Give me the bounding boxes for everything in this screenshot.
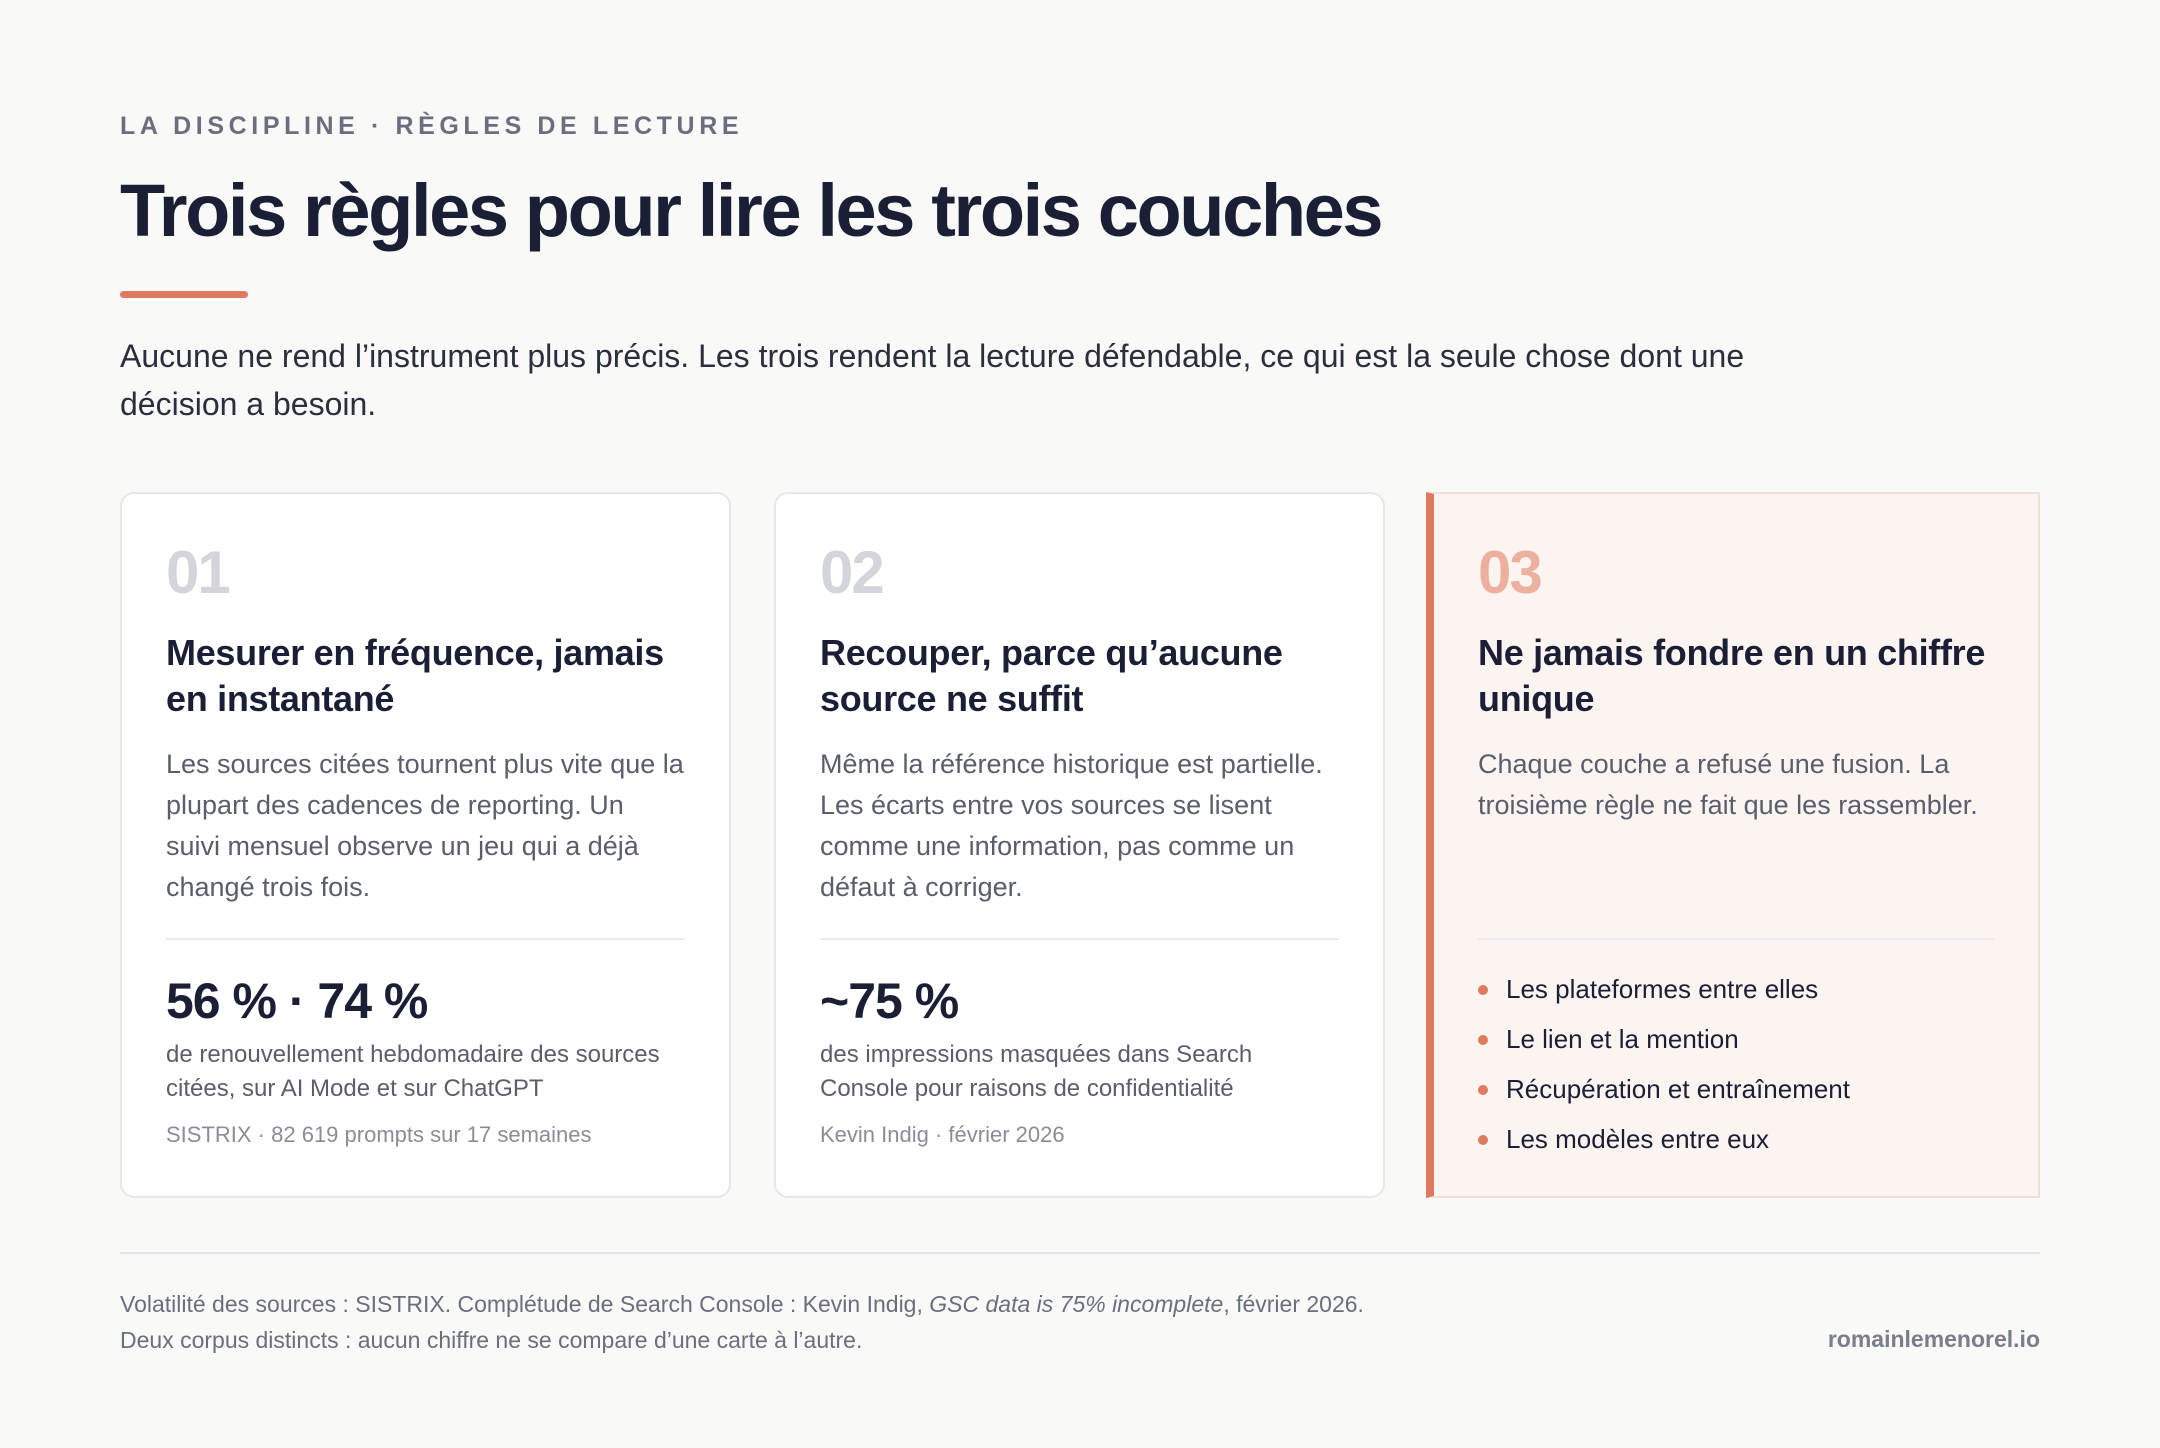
rule-card-2: 02 Recouper, parce qu’aucune source ne s…	[774, 492, 1385, 1198]
rule-card-1: 01 Mesurer en fréquence, jamais en insta…	[120, 492, 731, 1198]
rule-card-3: 03 Ne jamais fondre en un chiffre unique…	[1426, 492, 2040, 1198]
rule-title: Ne jamais fondre en un chiffre unique	[1478, 632, 1986, 719]
lead-paragraph: Aucune ne rend l’instrument plus précis.…	[120, 338, 1745, 422]
rule-number: 02	[820, 539, 885, 606]
stat-caption: de renouvellement hebdomadaire des sourc…	[166, 1041, 660, 1102]
title-accent-rule	[120, 291, 248, 298]
page-title: Trois règles pour lire les trois couches	[120, 169, 1384, 252]
footnote-text-end: , février 2026.	[1223, 1291, 1364, 1317]
bullet-dot-icon	[1478, 1085, 1488, 1095]
rules-cards: 01 Mesurer en fréquence, jamais en insta…	[120, 492, 2040, 1200]
footnote-cited-title: GSC data is 75% incomplete	[929, 1291, 1224, 1317]
list-item: Les plateformes entre elles	[1478, 964, 1994, 1014]
card-divider	[166, 938, 685, 940]
footnote: Volatilité des sources : SISTRIX. Complé…	[120, 1286, 1620, 1358]
rule-number: 01	[166, 539, 231, 606]
bullet-dot-icon	[1478, 1035, 1488, 1045]
stat-source: Kevin Indig · février 2026	[820, 1122, 1065, 1147]
rule-body: Les sources citées tournent plus vite qu…	[166, 749, 684, 902]
list-item-label: Récupération et entraînement	[1506, 1074, 1850, 1104]
footnote-text: Volatilité des sources : SISTRIX. Complé…	[120, 1291, 930, 1317]
bullet-dot-icon	[1478, 985, 1488, 995]
list-item-label: Le lien et la mention	[1506, 1024, 1739, 1054]
rule-body: Chaque couche a refusé une fusion. La tr…	[1478, 749, 1978, 820]
list-item: Le lien et la mention	[1478, 1014, 1994, 1064]
eyebrow: LA DISCIPLINE · RÈGLES DE LECTURE	[120, 112, 744, 140]
list-item: Les modèles entre eux	[1478, 1114, 1994, 1164]
stat-value: ~75 %	[820, 973, 959, 1029]
page: LA DISCIPLINE · RÈGLES DE LECTURE Trois …	[120, 0, 2040, 1448]
list-item-label: Les plateformes entre elles	[1506, 974, 1819, 1004]
bullet-dot-icon	[1478, 1135, 1488, 1145]
fusion-list: Les plateformes entre elles Le lien et l…	[1478, 964, 1994, 1164]
card-divider	[820, 938, 1339, 940]
rule-number: 03	[1478, 539, 1543, 606]
stat-value: 56 % · 74 %	[166, 973, 428, 1029]
rule-title: Recouper, parce qu’aucune source ne suff…	[820, 632, 1283, 719]
stat-source: SISTRIX · 82 619 prompts sur 17 semaines	[166, 1122, 592, 1147]
card-divider	[1478, 938, 1994, 940]
rule-body: Même la référence historique est partiel…	[820, 749, 1323, 902]
rule-title: Mesurer en fréquence, jamais en instanta…	[166, 632, 664, 719]
brand-url: romainlemenorel.io	[1827, 1326, 2040, 1352]
footer-divider	[120, 1252, 2040, 1254]
footnote-line-2: Deux corpus distincts : aucun chiffre ne…	[120, 1327, 863, 1353]
list-item: Récupération et entraînement	[1478, 1064, 1994, 1114]
list-item-label: Les modèles entre eux	[1506, 1124, 1770, 1154]
stat-caption: des impressions masquées dans Search Con…	[820, 1041, 1253, 1102]
